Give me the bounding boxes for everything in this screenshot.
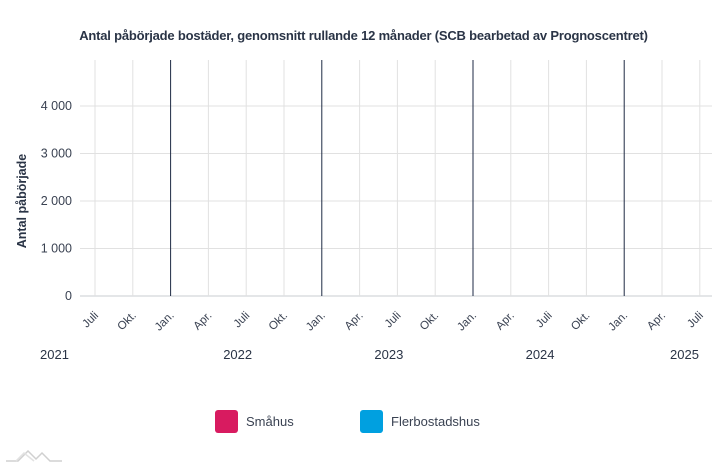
x-tick-label: Juli	[685, 310, 706, 331]
legend-label-smahus: Småhus	[246, 414, 294, 429]
x-tick-label: Jan.	[606, 310, 630, 334]
x-tick-label: Okt.	[116, 310, 139, 333]
x-tick-label: Juli	[534, 310, 555, 331]
x-tick-label: Apr.	[645, 310, 668, 333]
x-tick-label: Jan.	[455, 310, 479, 334]
year-label: 2023	[374, 347, 403, 362]
x-tick-label: Jan.	[304, 310, 328, 334]
x-tick-label: Jan.	[153, 310, 177, 334]
x-tick-label: Okt.	[267, 310, 290, 333]
y-axis-label: Antal påbörjade	[15, 154, 29, 249]
x-tick-label: Juli	[232, 310, 253, 331]
x-tick-label: Okt.	[418, 310, 441, 333]
year-label: 2021	[40, 347, 69, 362]
legend: Småhus Flerbostadshus	[0, 410, 727, 436]
x-tick-label: Okt.	[569, 310, 592, 333]
legend-swatch-flerbostadshus	[360, 410, 383, 433]
mountain-logo-icon	[6, 449, 62, 462]
x-tick-label: Juli	[383, 310, 404, 331]
x-tick-label: Apr.	[192, 310, 215, 333]
legend-swatch-smahus	[215, 410, 238, 433]
x-tick-label: Apr.	[494, 310, 517, 333]
y-tick-label: 0	[65, 289, 72, 303]
y-tick-label: 2 000	[41, 194, 72, 208]
legend-item-smahus[interactable]: Småhus	[215, 410, 294, 433]
x-tick-label: Juli	[80, 310, 101, 331]
x-tick-label: Apr.	[343, 310, 366, 333]
y-tick-label: 1 000	[41, 242, 72, 256]
year-label: 2022	[223, 347, 252, 362]
year-label: 2024	[526, 347, 555, 362]
y-tick-label: 4 000	[41, 99, 72, 113]
legend-item-flerbostadshus[interactable]: Flerbostadshus	[360, 410, 480, 433]
y-tick-label: 3 000	[41, 147, 72, 161]
year-label: 2025	[670, 347, 699, 362]
chart-title: Antal påbörjade bostäder, genomsnitt rul…	[79, 28, 648, 43]
legend-label-flerbostadshus: Flerbostadshus	[391, 414, 480, 429]
